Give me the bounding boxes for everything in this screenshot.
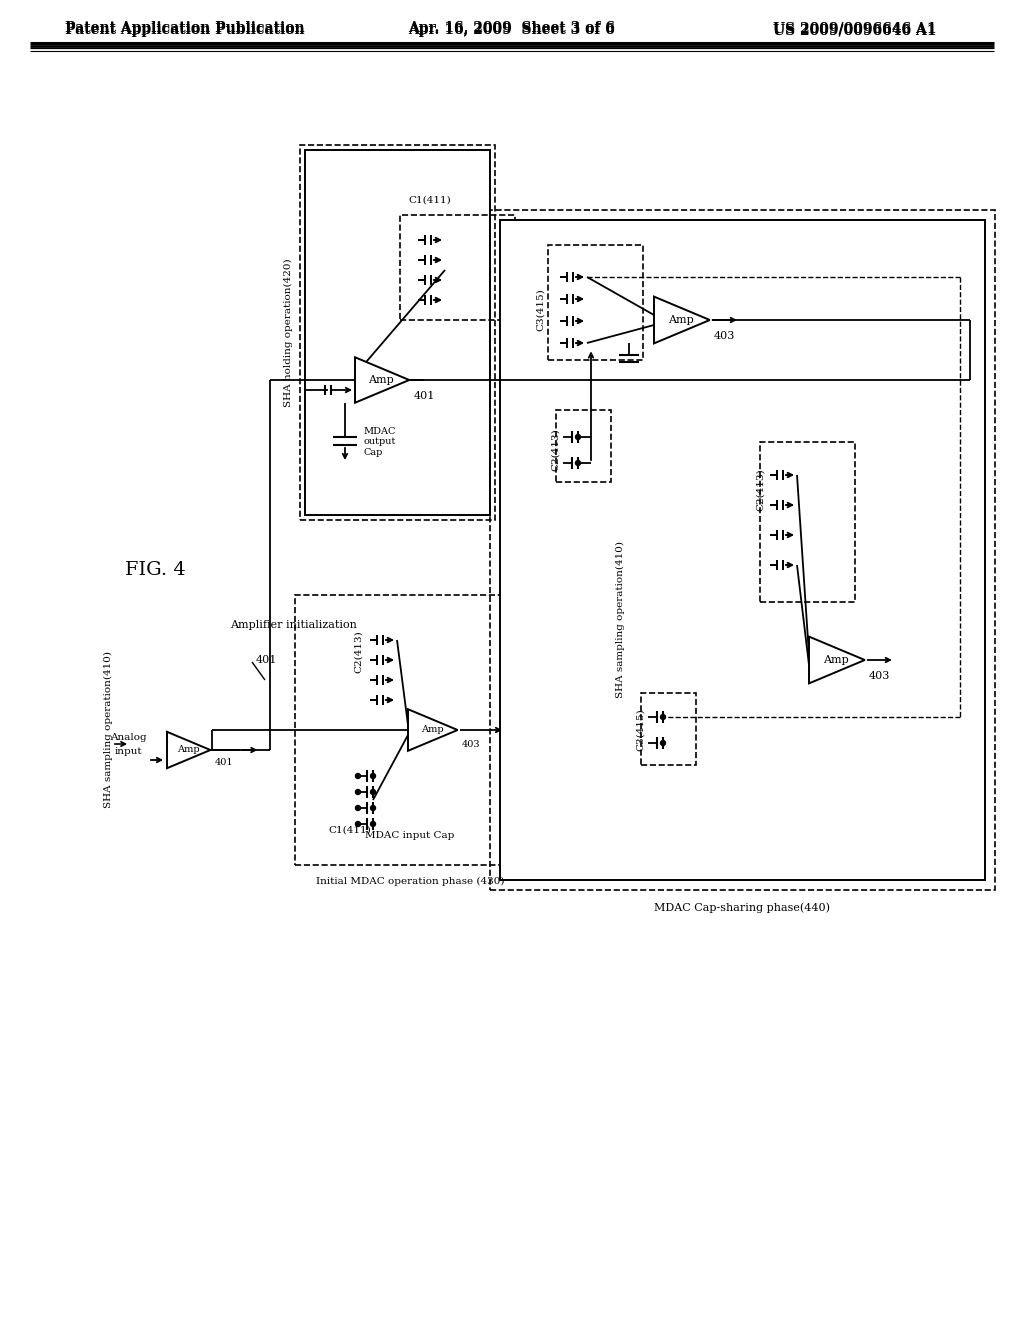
Text: C1(411): C1(411) <box>329 825 372 834</box>
Circle shape <box>575 461 581 466</box>
Text: Patent Application Publication: Patent Application Publication <box>66 21 305 36</box>
Text: C2(413): C2(413) <box>756 469 765 511</box>
Text: Amp: Amp <box>421 726 443 734</box>
Text: Amp: Amp <box>369 375 394 385</box>
Polygon shape <box>355 358 410 403</box>
Text: US 2009/0096646 A1: US 2009/0096646 A1 <box>773 21 937 36</box>
Text: 403: 403 <box>714 331 735 341</box>
Polygon shape <box>654 297 710 343</box>
Bar <box>500 220 985 880</box>
Bar <box>548 246 643 360</box>
Polygon shape <box>167 731 210 768</box>
Circle shape <box>355 821 360 826</box>
Text: 401: 401 <box>256 655 278 665</box>
Polygon shape <box>809 636 865 684</box>
Circle shape <box>660 741 666 746</box>
Text: MDAC
output
Cap: MDAC output Cap <box>362 428 395 457</box>
Text: SHA sampling operation(410): SHA sampling operation(410) <box>615 541 625 698</box>
Circle shape <box>575 434 581 440</box>
Text: Amplifier initialization: Amplifier initialization <box>230 620 357 630</box>
Bar <box>295 595 525 865</box>
Circle shape <box>371 805 376 810</box>
Text: MDAC Cap-sharing phase(440): MDAC Cap-sharing phase(440) <box>654 902 830 912</box>
Text: MDAC input Cap: MDAC input Cap <box>366 830 455 840</box>
Text: 401: 401 <box>214 758 233 767</box>
Polygon shape <box>408 709 458 751</box>
Bar <box>305 150 490 515</box>
Text: Apr. 16, 2009  Sheet 3 of 6: Apr. 16, 2009 Sheet 3 of 6 <box>409 22 615 37</box>
Text: Initial MDAC operation phase (430): Initial MDAC operation phase (430) <box>315 876 504 886</box>
Circle shape <box>355 774 360 779</box>
Text: 403: 403 <box>868 671 890 681</box>
Bar <box>490 210 995 890</box>
Text: input: input <box>115 747 141 756</box>
Bar <box>400 215 515 319</box>
Bar <box>641 693 696 766</box>
Text: C3(415): C3(415) <box>636 709 644 751</box>
Text: Analog: Analog <box>110 734 146 742</box>
Text: Apr. 16, 2009  Sheet 3 of 6: Apr. 16, 2009 Sheet 3 of 6 <box>409 21 615 36</box>
Text: C2(413): C2(413) <box>551 429 559 471</box>
Text: 401: 401 <box>414 391 434 401</box>
Circle shape <box>371 774 376 779</box>
Text: Amp: Amp <box>177 746 200 755</box>
Text: SHA sampling operation(410): SHA sampling operation(410) <box>103 652 113 808</box>
Text: FIG. 4: FIG. 4 <box>125 561 185 579</box>
Text: C3(415): C3(415) <box>536 289 545 331</box>
Circle shape <box>371 821 376 826</box>
Circle shape <box>355 789 360 795</box>
Text: Patent Application Publication: Patent Application Publication <box>66 22 305 37</box>
Bar <box>760 442 855 602</box>
Bar <box>300 145 495 520</box>
Text: C2(413): C2(413) <box>353 631 362 673</box>
Circle shape <box>371 789 376 795</box>
Text: US 2009/0096646 A1: US 2009/0096646 A1 <box>773 22 937 37</box>
Text: Amp: Amp <box>823 655 849 665</box>
Text: Amp: Amp <box>668 315 694 325</box>
Text: SHA holding operation(420): SHA holding operation(420) <box>284 259 293 407</box>
Circle shape <box>355 805 360 810</box>
Bar <box>556 411 611 482</box>
Circle shape <box>660 714 666 719</box>
Text: 403: 403 <box>462 741 480 748</box>
Text: C1(411): C1(411) <box>409 195 452 205</box>
